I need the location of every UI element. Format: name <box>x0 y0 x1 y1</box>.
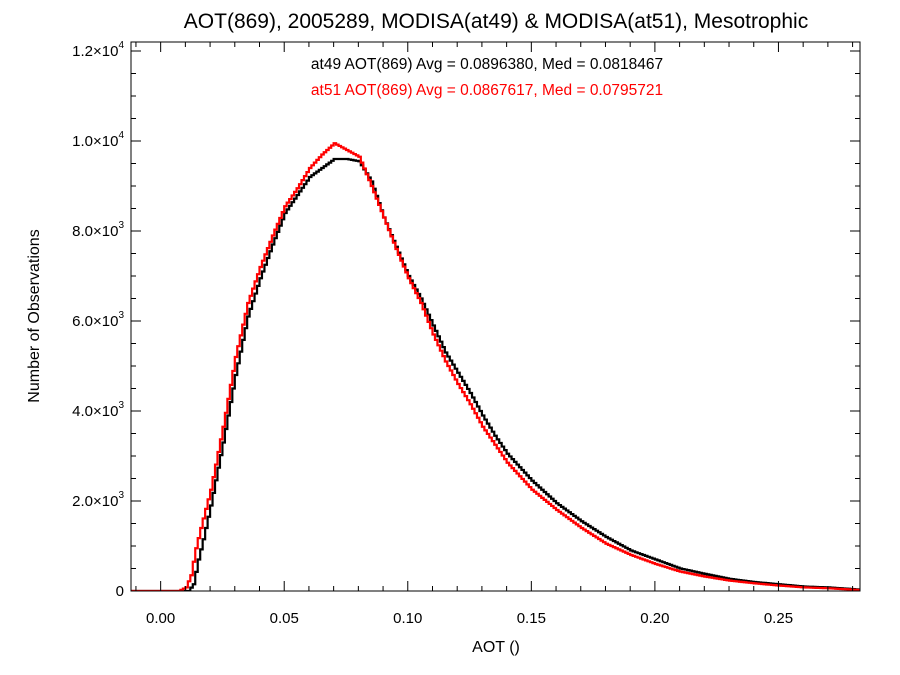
plot-frame <box>130 41 861 592</box>
x-axis: 0.00 0.05 0.10 0.15 0.20 0.25 <box>135 42 854 627</box>
series-at49 <box>131 157 860 591</box>
y-tick-label: 2.0×103 <box>72 490 124 510</box>
y-tick-label: 1.0×104 <box>72 130 124 150</box>
chart-title: AOT(869), 2005289, MODISA(at49) & MODISA… <box>184 10 808 33</box>
at49-stats-label: at49 AOT(869) Avg = 0.0896380, Med = 0.0… <box>311 56 663 73</box>
x-tick-label: 0.20 <box>640 610 669 627</box>
x-tick-label: 0.05 <box>270 610 299 627</box>
at51-stats-label: at51 AOT(869) Avg = 0.0867617, Med = 0.0… <box>311 82 663 99</box>
x-tick-label: 0.00 <box>146 610 175 627</box>
x-axis-label: AOT () <box>472 639 520 656</box>
x-tick-label: 0.10 <box>393 610 422 627</box>
plot-area <box>130 41 861 592</box>
x-tick-label: 0.15 <box>517 610 546 627</box>
x-tick-label: 0.25 <box>764 610 793 627</box>
y-tick-label: 0 <box>116 583 124 600</box>
y-tick-label: 8.0×103 <box>72 220 124 240</box>
series-at51 <box>131 142 860 591</box>
y-tick-label: 6.0×103 <box>72 310 124 330</box>
y-tick-label: 4.0×103 <box>72 400 124 420</box>
y-axis: 0 2.0×103 4.0×103 6.0×103 8.0×103 1.0×104 1.2×… <box>72 40 860 600</box>
y-tick-label: 1.2×104 <box>72 40 124 60</box>
y-axis-label: Number of Observations <box>26 229 43 402</box>
